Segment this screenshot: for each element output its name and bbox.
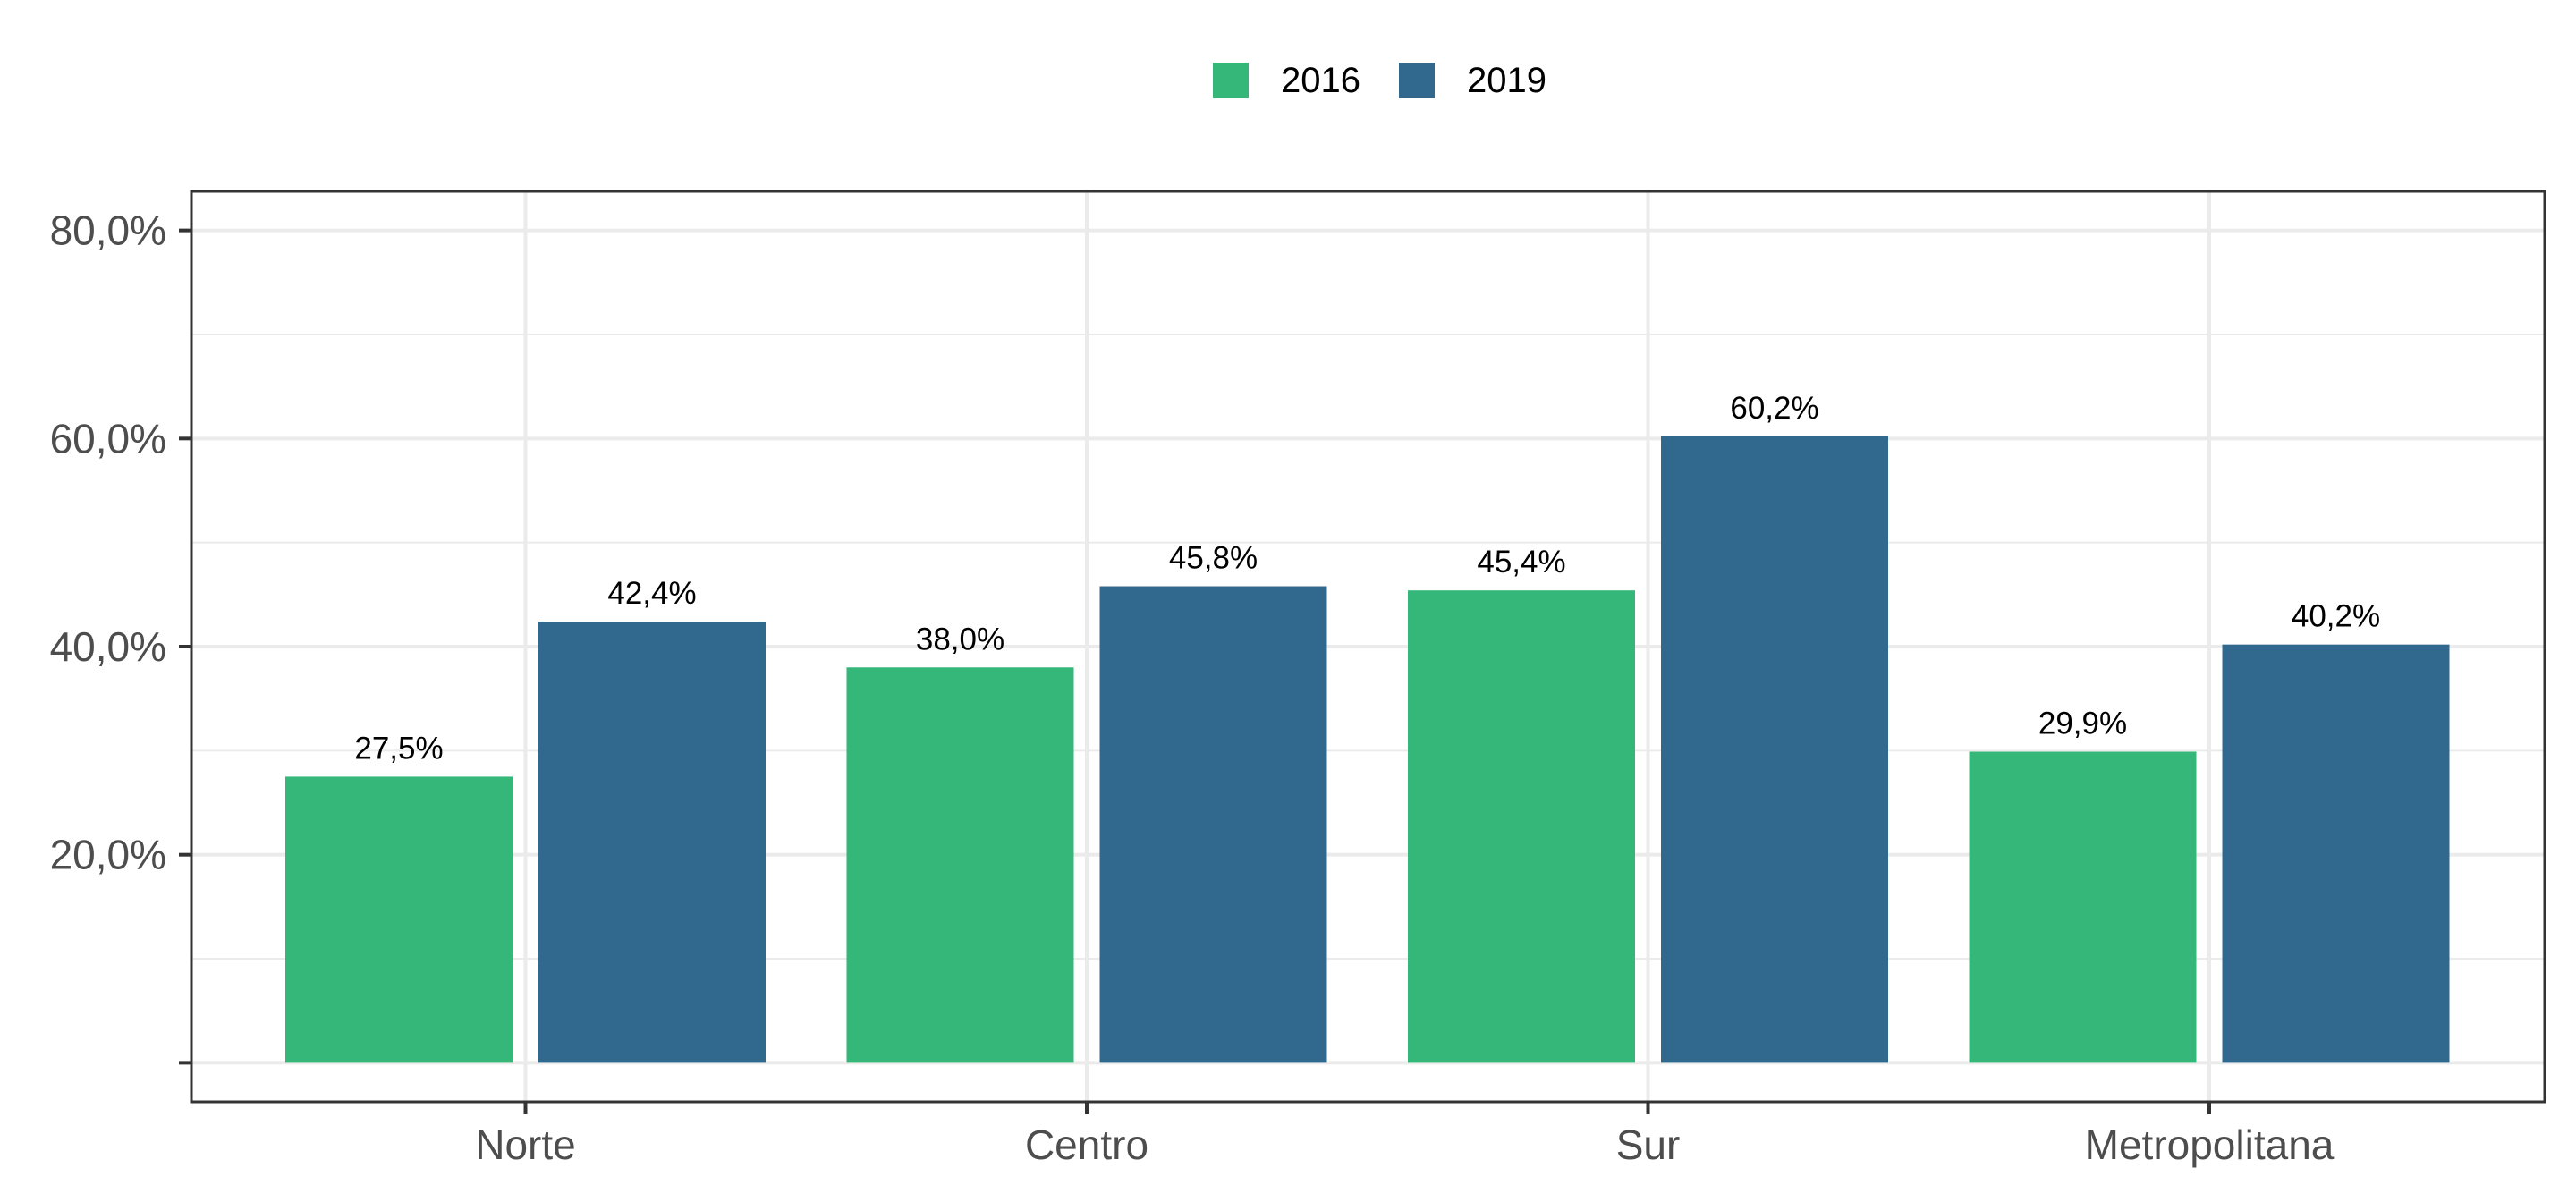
legend-label: 2016	[1281, 61, 1360, 100]
bar-2016-metropolitana	[1969, 751, 2197, 1063]
y-tick-label: 60,0%	[50, 415, 166, 461]
data-label: 45,4%	[1477, 545, 1565, 580]
data-label: 40,2%	[2292, 599, 2380, 634]
legend: 2016 2019	[1213, 61, 1546, 100]
y-tick-label: 80,0%	[50, 207, 166, 254]
data-labels: 27,5% 38,0% 45,4% 29,9% 42,4% 45,8% 60,2% 40,2%	[354, 391, 2380, 766]
bar-2016-sur	[1408, 590, 1635, 1063]
data-label: 27,5%	[354, 731, 443, 766]
bar-2019-norte	[538, 622, 766, 1063]
axes: 20,0% 40,0% 60,0% 80,0% Norte Centro Sur Metrop…	[50, 207, 2334, 1168]
x-tick-label: Sur	[1616, 1122, 1681, 1168]
y-tick-label: 20,0%	[50, 832, 166, 878]
data-label: 45,8%	[1169, 541, 1258, 576]
y-tick-label: 40,0%	[50, 623, 166, 670]
bar-2016-norte	[285, 776, 513, 1063]
legend-label: 2019	[1467, 61, 1546, 100]
legend-key-2016	[1213, 63, 1249, 98]
data-label: 60,2%	[1730, 391, 1818, 426]
data-label: 38,0%	[916, 622, 1004, 656]
x-tick-label: Norte	[475, 1122, 575, 1168]
data-label: 42,4%	[607, 576, 696, 611]
bar-2019-sur	[1661, 436, 1888, 1063]
data-label: 29,9%	[2038, 707, 2127, 741]
bars	[285, 436, 2450, 1063]
x-tick-label: Centro	[1025, 1122, 1148, 1168]
x-tick-label: Metropolitana	[2085, 1122, 2334, 1168]
bar-2019-centro	[1099, 586, 1327, 1063]
bar-2016-centro	[846, 667, 1074, 1063]
bar-2019-metropolitana	[2222, 644, 2450, 1063]
legend-key-2019	[1399, 63, 1435, 98]
